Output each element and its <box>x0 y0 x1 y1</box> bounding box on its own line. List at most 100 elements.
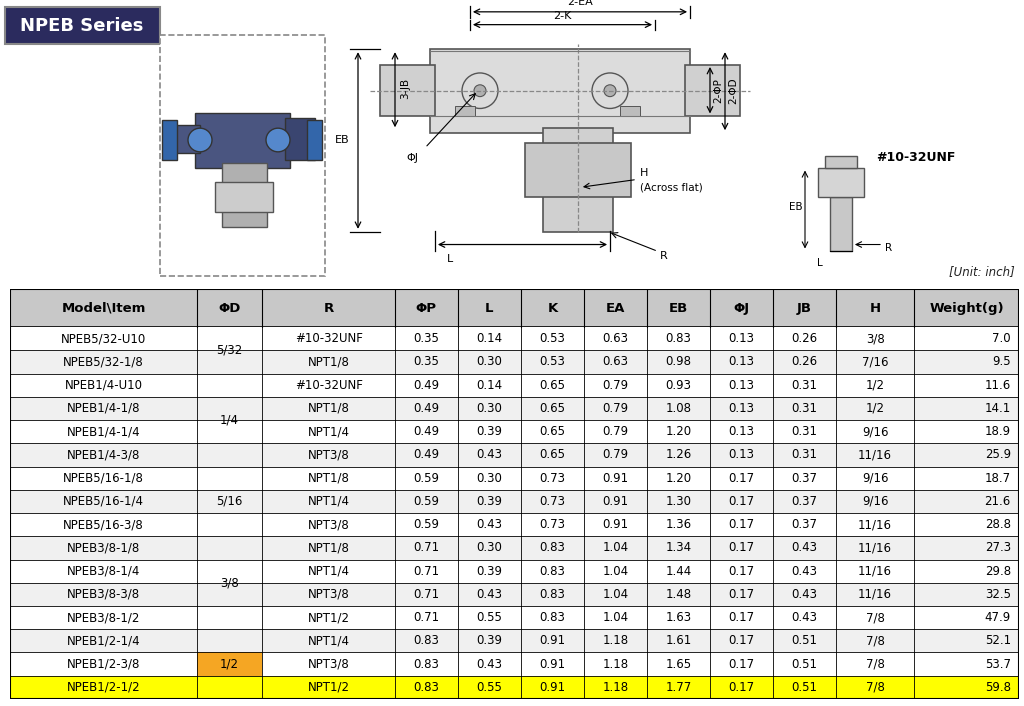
Text: 0.43: 0.43 <box>792 588 817 601</box>
Text: 0.93: 0.93 <box>666 378 691 392</box>
Text: 7.0: 7.0 <box>992 333 1011 345</box>
Bar <box>10 490 1019 513</box>
Text: 0.17: 0.17 <box>728 565 755 578</box>
Circle shape <box>266 128 290 152</box>
Text: 0.35: 0.35 <box>414 333 439 345</box>
Bar <box>830 197 852 251</box>
Bar <box>10 289 1019 327</box>
Bar <box>10 676 1019 699</box>
Text: 0.71: 0.71 <box>414 611 439 624</box>
Text: JB: JB <box>797 301 812 315</box>
Text: 0.49: 0.49 <box>414 402 439 415</box>
Text: ΦD: ΦD <box>218 301 241 315</box>
Text: NPEB Series: NPEB Series <box>20 17 143 35</box>
Bar <box>10 327 1019 350</box>
Text: NPEB5/32-1/8: NPEB5/32-1/8 <box>63 356 144 369</box>
Bar <box>825 156 857 167</box>
Bar <box>620 107 640 116</box>
Text: NPT1/8: NPT1/8 <box>307 402 349 415</box>
Text: 0.17: 0.17 <box>728 588 755 601</box>
Text: 0.31: 0.31 <box>792 425 817 438</box>
Text: 0.43: 0.43 <box>792 611 817 624</box>
Text: L: L <box>817 258 823 268</box>
Text: 0.37: 0.37 <box>792 495 817 508</box>
Text: NPEB3/8-1/4: NPEB3/8-1/4 <box>67 565 140 578</box>
Text: 0.55: 0.55 <box>476 681 503 694</box>
Text: 5/32: 5/32 <box>216 344 243 357</box>
Text: NPEB1/4-U10: NPEB1/4-U10 <box>65 378 142 392</box>
Text: 0.31: 0.31 <box>792 402 817 415</box>
Bar <box>285 119 315 160</box>
Bar <box>455 107 475 116</box>
Text: 1/2: 1/2 <box>865 402 885 415</box>
Text: L: L <box>485 301 494 315</box>
Text: R: R <box>324 301 334 315</box>
Text: 0.26: 0.26 <box>792 333 817 345</box>
Text: 3-JB: 3-JB <box>400 78 410 100</box>
Text: 1.77: 1.77 <box>666 681 691 694</box>
Text: 29.8: 29.8 <box>985 565 1011 578</box>
Text: 59.8: 59.8 <box>985 681 1011 694</box>
Text: 1.20: 1.20 <box>666 472 691 485</box>
Text: NPT1/8: NPT1/8 <box>307 356 349 369</box>
Circle shape <box>604 85 616 97</box>
Text: 11/16: 11/16 <box>858 565 892 578</box>
Text: NPEB5/16-1/8: NPEB5/16-1/8 <box>63 472 144 485</box>
Text: 1.61: 1.61 <box>666 635 691 647</box>
Text: 7/8: 7/8 <box>865 657 885 671</box>
Text: 11/16: 11/16 <box>858 448 892 462</box>
Text: 11/16: 11/16 <box>858 588 892 601</box>
Bar <box>10 537 1019 560</box>
Text: 0.17: 0.17 <box>728 611 755 624</box>
Text: 0.71: 0.71 <box>414 588 439 601</box>
Text: ΦJ: ΦJ <box>406 152 418 163</box>
Text: 0.17: 0.17 <box>728 681 755 694</box>
Bar <box>10 513 1019 537</box>
Text: NPT1/8: NPT1/8 <box>307 542 349 554</box>
Text: 0.13: 0.13 <box>728 448 755 462</box>
Text: 1.65: 1.65 <box>666 657 691 671</box>
Text: Weight(g): Weight(g) <box>929 301 1004 315</box>
Text: 0.73: 0.73 <box>540 495 565 508</box>
Text: NPEB3/8-1/2: NPEB3/8-1/2 <box>67 611 140 624</box>
Bar <box>10 420 1019 443</box>
Text: NPEB1/2-3/8: NPEB1/2-3/8 <box>67 657 140 671</box>
Bar <box>162 120 177 160</box>
Text: NPT1/4: NPT1/4 <box>307 495 349 508</box>
Bar <box>10 652 1019 676</box>
Text: #10-32UNF: #10-32UNF <box>295 378 362 392</box>
Text: 1.04: 1.04 <box>602 588 629 601</box>
Text: 0.91: 0.91 <box>602 472 629 485</box>
Bar <box>10 397 1019 420</box>
Text: 0.83: 0.83 <box>540 565 565 578</box>
Text: R: R <box>660 251 668 261</box>
Text: EB: EB <box>790 202 803 212</box>
Text: 0.14: 0.14 <box>476 333 503 345</box>
Text: 52.1: 52.1 <box>985 635 1011 647</box>
Text: 2-ΦP: 2-ΦP <box>713 78 723 103</box>
Text: NPT3/8: NPT3/8 <box>308 588 349 601</box>
Text: 1.04: 1.04 <box>602 565 629 578</box>
Text: 1/2: 1/2 <box>220 657 240 671</box>
Text: 0.91: 0.91 <box>602 518 629 531</box>
Text: 1.18: 1.18 <box>602 657 629 671</box>
Text: EB: EB <box>336 135 350 145</box>
Text: 9/16: 9/16 <box>862 425 889 438</box>
Text: 0.17: 0.17 <box>728 495 755 508</box>
Text: 2-EA: 2-EA <box>567 0 593 7</box>
Text: R: R <box>885 244 892 253</box>
Text: 1.04: 1.04 <box>602 542 629 554</box>
Text: 0.53: 0.53 <box>540 356 565 369</box>
Bar <box>10 606 1019 629</box>
Text: 0.26: 0.26 <box>792 356 817 369</box>
Text: 7/8: 7/8 <box>865 611 885 624</box>
Text: #10-32UNF: #10-32UNF <box>295 333 362 345</box>
Text: H: H <box>869 301 881 315</box>
Text: 0.83: 0.83 <box>540 588 565 601</box>
Text: 0.65: 0.65 <box>540 402 565 415</box>
Text: 1.34: 1.34 <box>666 542 691 554</box>
Text: 0.14: 0.14 <box>476 378 503 392</box>
Text: NPEB5/16-3/8: NPEB5/16-3/8 <box>63 518 144 531</box>
Text: 2-K: 2-K <box>553 11 571 20</box>
Bar <box>160 35 325 276</box>
